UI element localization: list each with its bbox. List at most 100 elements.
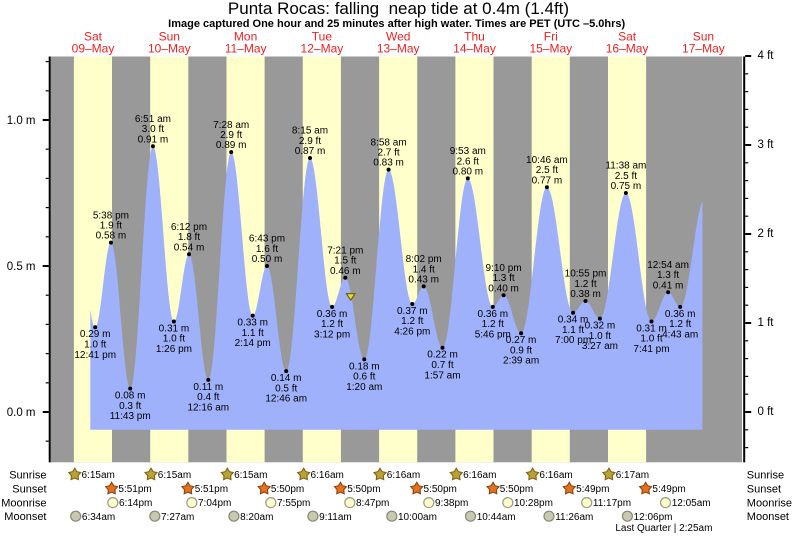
svg-text:0.6 ft: 0.6 ft — [353, 372, 375, 383]
svg-text:11:38 am: 11:38 am — [605, 161, 646, 172]
svg-text:9:38pm: 9:38pm — [435, 498, 468, 509]
svg-text:1.6 ft: 1.6 ft — [256, 244, 278, 255]
svg-text:Mon: Mon — [234, 29, 257, 43]
svg-text:6:43 pm: 6:43 pm — [249, 234, 285, 245]
svg-text:0.40 m: 0.40 m — [488, 283, 519, 294]
svg-text:1.8 ft: 1.8 ft — [178, 232, 200, 243]
svg-text:Thu: Thu — [464, 29, 485, 43]
svg-text:17–May: 17–May — [682, 42, 725, 56]
svg-text:6:15am: 6:15am — [82, 470, 115, 481]
svg-text:9:10 pm: 9:10 pm — [486, 263, 522, 274]
svg-text:1 ft: 1 ft — [758, 317, 775, 329]
svg-text:1.1 ft: 1.1 ft — [242, 328, 264, 339]
svg-text:5:49pm: 5:49pm — [652, 484, 685, 495]
svg-text:0.5 m: 0.5 m — [7, 261, 36, 273]
svg-text:Sunset: Sunset — [12, 484, 46, 496]
svg-text:3.0 ft: 3.0 ft — [142, 124, 164, 135]
svg-text:6:16am: 6:16am — [311, 470, 344, 481]
svg-text:6:17am: 6:17am — [616, 470, 649, 481]
svg-text:1.9 ft: 1.9 ft — [100, 221, 122, 232]
svg-text:7:04pm: 7:04pm — [198, 498, 231, 509]
svg-text:Sun: Sun — [693, 29, 714, 43]
svg-text:0.33 m: 0.33 m — [237, 318, 268, 329]
svg-text:7:00 pm: 7:00 pm — [555, 335, 591, 346]
svg-text:2:14 pm: 2:14 pm — [235, 338, 271, 349]
svg-text:3:12 pm: 3:12 pm — [314, 329, 350, 340]
svg-text:0.5 ft: 0.5 ft — [275, 383, 297, 394]
svg-text:0.0 m: 0.0 m — [7, 407, 36, 419]
svg-text:0.80 m: 0.80 m — [453, 167, 484, 178]
svg-text:0.4 ft: 0.4 ft — [197, 392, 219, 403]
svg-text:11–May: 11–May — [225, 42, 267, 56]
svg-text:0.89 m: 0.89 m — [216, 140, 247, 151]
svg-text:5:38 pm: 5:38 pm — [93, 210, 129, 221]
svg-text:8:02 pm: 8:02 pm — [406, 254, 442, 265]
svg-text:12:54 am: 12:54 am — [647, 260, 689, 271]
svg-text:11:26am: 11:26am — [555, 512, 593, 523]
svg-text:15–May: 15–May — [529, 42, 572, 56]
svg-text:2.5 ft: 2.5 ft — [536, 165, 558, 176]
svg-text:0.7 ft: 0.7 ft — [431, 360, 453, 371]
svg-text:1.2 ft: 1.2 ft — [401, 316, 423, 327]
svg-text:0.29 m: 0.29 m — [80, 329, 111, 340]
svg-text:8:20am: 8:20am — [240, 512, 273, 523]
svg-text:10:00am: 10:00am — [398, 512, 437, 523]
svg-text:10:28pm: 10:28pm — [514, 498, 553, 509]
svg-text:6:16am: 6:16am — [387, 470, 420, 481]
svg-text:0.31 m: 0.31 m — [159, 323, 190, 334]
svg-text:0.43 m: 0.43 m — [408, 275, 439, 286]
svg-text:10:44am: 10:44am — [477, 512, 516, 523]
svg-text:1.2 ft: 1.2 ft — [574, 279, 596, 290]
svg-text:1.0 ft: 1.0 ft — [163, 334, 185, 345]
svg-text:6:51 am: 6:51 am — [135, 114, 171, 125]
svg-text:5:46 pm: 5:46 pm — [475, 329, 511, 340]
svg-text:11:17pm: 11:17pm — [593, 498, 631, 509]
svg-text:Fri: Fri — [544, 29, 558, 43]
svg-text:0.08 m: 0.08 m — [115, 391, 146, 402]
svg-text:6:34am: 6:34am — [82, 512, 115, 523]
svg-text:5:51pm: 5:51pm — [118, 484, 151, 495]
svg-text:13–May: 13–May — [377, 42, 420, 56]
svg-text:0.3 ft: 0.3 ft — [119, 401, 141, 412]
svg-text:8:15 am: 8:15 am — [292, 126, 328, 137]
svg-text:5:50pm: 5:50pm — [424, 484, 457, 495]
svg-text:2.6 ft: 2.6 ft — [457, 156, 479, 167]
svg-text:16–May: 16–May — [606, 42, 649, 56]
svg-text:0.27 m: 0.27 m — [506, 335, 537, 346]
svg-text:4:26 pm: 4:26 pm — [394, 327, 430, 338]
svg-text:0.91 m: 0.91 m — [138, 134, 169, 145]
svg-text:0.41 m: 0.41 m — [653, 280, 684, 291]
svg-text:0.58 m: 0.58 m — [96, 231, 127, 242]
svg-text:4:43 am: 4:43 am — [662, 329, 698, 340]
svg-text:0.50 m: 0.50 m — [252, 254, 283, 265]
svg-text:5:50pm: 5:50pm — [500, 484, 533, 495]
svg-text:1.5 ft: 1.5 ft — [334, 256, 356, 267]
svg-text:Sun: Sun — [159, 29, 180, 43]
svg-text:Sat: Sat — [618, 29, 637, 43]
svg-text:2.9 ft: 2.9 ft — [220, 130, 242, 141]
svg-text:0.37 m: 0.37 m — [397, 306, 428, 317]
svg-text:6:16am: 6:16am — [539, 470, 572, 481]
svg-text:0.18 m: 0.18 m — [349, 361, 380, 372]
svg-text:Moonrise: Moonrise — [747, 498, 792, 510]
svg-text:7:55pm: 7:55pm — [277, 498, 310, 509]
svg-text:Tue: Tue — [312, 29, 333, 43]
svg-text:1.0 m: 1.0 m — [7, 115, 36, 127]
svg-text:1.4 ft: 1.4 ft — [413, 264, 435, 275]
svg-text:6:12 pm: 6:12 pm — [171, 222, 207, 233]
svg-text:1.2 ft: 1.2 ft — [669, 319, 691, 330]
svg-text:5:50pm: 5:50pm — [347, 484, 380, 495]
svg-text:Sat: Sat — [84, 29, 103, 43]
svg-text:0.54 m: 0.54 m — [174, 242, 205, 253]
svg-text:2.9 ft: 2.9 ft — [299, 136, 321, 147]
svg-text:Sunset: Sunset — [747, 484, 781, 496]
svg-text:7:27am: 7:27am — [161, 512, 194, 523]
svg-text:0.38 m: 0.38 m — [570, 289, 601, 300]
svg-text:4 ft: 4 ft — [758, 50, 775, 62]
svg-text:2 ft: 2 ft — [758, 228, 775, 240]
svg-text:1:26 pm: 1:26 pm — [156, 344, 192, 355]
svg-text:8:58 am: 8:58 am — [371, 137, 407, 148]
svg-text:0.31 m: 0.31 m — [636, 323, 667, 334]
svg-text:Moonset: Moonset — [747, 511, 789, 523]
svg-text:0.22 m: 0.22 m — [427, 350, 458, 361]
